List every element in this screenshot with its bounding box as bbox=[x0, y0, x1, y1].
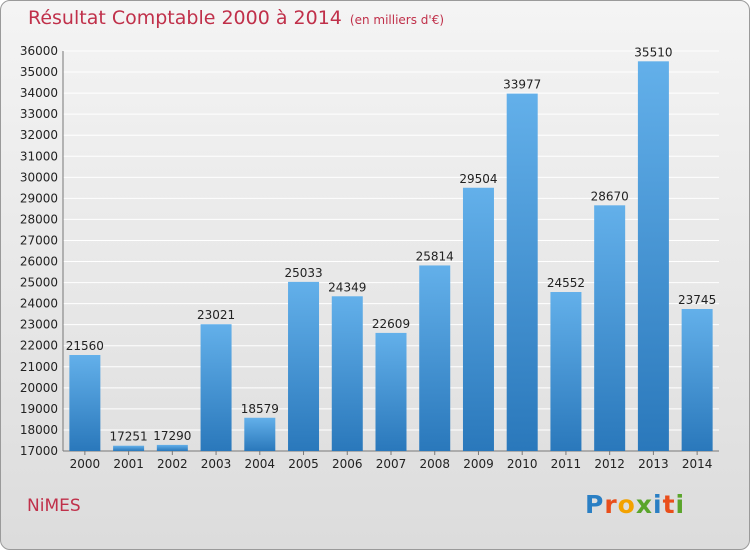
y-tick-label: 36000 bbox=[20, 44, 58, 58]
y-tick-label: 28000 bbox=[20, 212, 58, 226]
x-tick-label: 2008 bbox=[419, 457, 450, 471]
y-tick-label: 23000 bbox=[20, 318, 58, 332]
data-label: 17251 bbox=[110, 430, 148, 444]
logo-letter: i bbox=[675, 490, 686, 519]
data-label: 17290 bbox=[153, 429, 191, 443]
data-label: 28670 bbox=[591, 189, 629, 203]
x-tick-label: 2012 bbox=[594, 457, 625, 471]
y-tick-label: 35000 bbox=[20, 65, 58, 79]
bar bbox=[200, 324, 232, 451]
y-tick-label: 26000 bbox=[20, 255, 58, 269]
y-tick-label: 31000 bbox=[20, 149, 58, 163]
y-tick-label: 32000 bbox=[20, 128, 58, 142]
data-label: 23021 bbox=[197, 308, 235, 322]
chart-subtitle: (en milliers d'€) bbox=[349, 13, 445, 27]
y-tick-label: 22000 bbox=[20, 339, 58, 353]
logo-letter: r bbox=[604, 490, 618, 519]
y-tick-label: 27000 bbox=[20, 233, 58, 247]
bar bbox=[331, 296, 363, 451]
bar bbox=[288, 281, 320, 451]
logo-letter: i bbox=[653, 490, 663, 519]
x-tick-label: 2014 bbox=[682, 457, 713, 471]
x-tick-label: 2000 bbox=[70, 457, 101, 471]
y-tick-label: 33000 bbox=[20, 107, 58, 121]
x-tick-label: 2002 bbox=[157, 457, 188, 471]
logo-letter: P bbox=[585, 490, 605, 519]
x-tick-label: 2003 bbox=[201, 457, 232, 471]
data-label: 21560 bbox=[66, 339, 104, 353]
y-tick-label: 30000 bbox=[20, 170, 58, 184]
y-tick-label: 20000 bbox=[20, 381, 58, 395]
chart-title-text: Résultat Comptable 2000 à 2014 bbox=[28, 7, 342, 29]
logo-letter: x bbox=[635, 490, 653, 519]
data-label: 25033 bbox=[284, 266, 322, 280]
bar bbox=[156, 444, 188, 451]
data-label: 24552 bbox=[547, 276, 585, 290]
y-tick-label: 19000 bbox=[20, 402, 58, 416]
chart-title: Résultat Comptable 2000 à 2014 (en millie… bbox=[28, 7, 444, 29]
data-label: 25814 bbox=[416, 249, 454, 263]
data-label: 33977 bbox=[503, 78, 541, 92]
data-label: 35510 bbox=[634, 45, 672, 59]
bar bbox=[244, 417, 276, 451]
bar bbox=[462, 187, 494, 452]
x-tick-label: 2001 bbox=[113, 457, 144, 471]
bar bbox=[113, 445, 145, 451]
x-tick-label: 2010 bbox=[507, 457, 538, 471]
bar bbox=[69, 355, 101, 451]
bar bbox=[681, 309, 713, 451]
y-tick-label: 25000 bbox=[20, 276, 58, 290]
x-tick-label: 2004 bbox=[245, 457, 276, 471]
x-tick-label: 2006 bbox=[332, 457, 363, 471]
x-axis: 2000 2001 2002 2003 2004 2005 2006 2007 2008 2009… bbox=[70, 451, 713, 471]
data-label: 23745 bbox=[678, 293, 716, 307]
logo-letter: o bbox=[617, 490, 636, 519]
proxiti-logo: Proxiti bbox=[585, 490, 685, 519]
data-label: 24349 bbox=[328, 280, 366, 294]
bar bbox=[550, 292, 582, 451]
bar bbox=[419, 265, 451, 451]
bar bbox=[594, 205, 626, 451]
x-tick-label: 2005 bbox=[288, 457, 319, 471]
x-tick-label: 2007 bbox=[376, 457, 407, 471]
data-label: 29504 bbox=[459, 172, 497, 186]
x-tick-label: 2013 bbox=[638, 457, 669, 471]
bar bbox=[375, 332, 407, 451]
bar bbox=[506, 93, 538, 451]
y-tick-label: 18000 bbox=[20, 423, 58, 437]
y-tick-label: 24000 bbox=[20, 297, 58, 311]
bars: 21560 17251 17290 23021 18579 25033 24349 22609… bbox=[66, 45, 716, 452]
y-axis: 17000 18000 19000 20000 21000 22000 23000 24000… bbox=[20, 44, 719, 458]
logo-letter: t bbox=[662, 490, 676, 519]
data-label: 22609 bbox=[372, 317, 410, 331]
x-tick-label: 2009 bbox=[463, 457, 494, 471]
y-tick-label: 21000 bbox=[20, 360, 58, 374]
bar bbox=[637, 61, 669, 451]
data-label: 18579 bbox=[241, 402, 279, 416]
city-name: NiMES bbox=[27, 496, 81, 516]
y-tick-label: 29000 bbox=[20, 191, 58, 205]
y-tick-label: 17000 bbox=[20, 444, 58, 458]
y-tick-label: 34000 bbox=[20, 86, 58, 100]
x-tick-label: 2011 bbox=[551, 457, 582, 471]
